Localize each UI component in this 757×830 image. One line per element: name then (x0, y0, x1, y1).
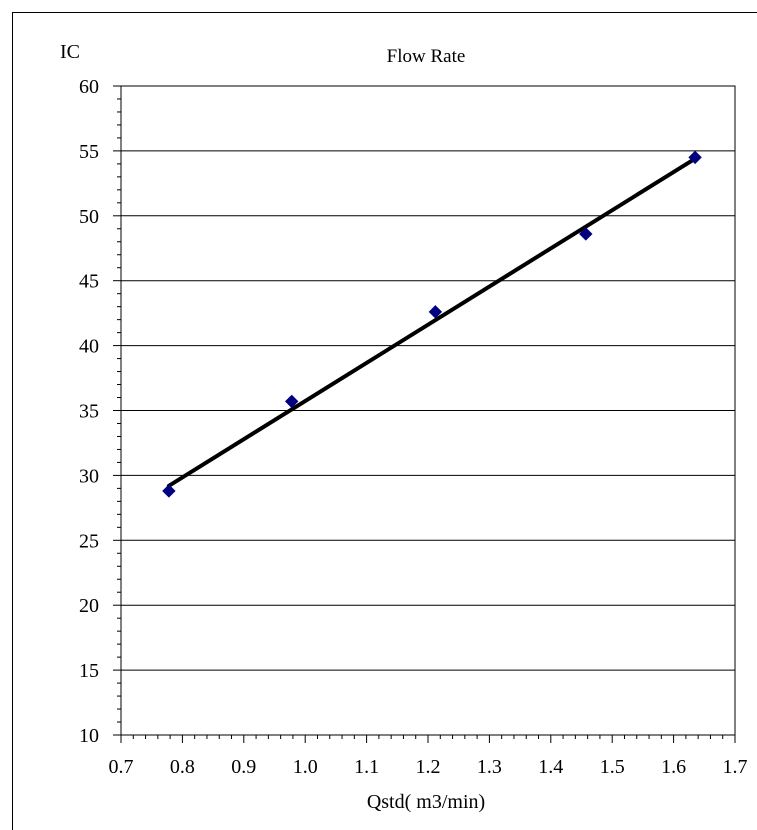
gridlines (121, 150, 735, 671)
y-axis-title: IC (60, 41, 80, 63)
x-axis: 0.7 0.8 0.9 1.0 1.1 1.2 1.3 1.4 1.5 1.6 1.7 (109, 735, 748, 778)
x-tick-label: 1.4 (538, 756, 563, 778)
x-tick-label: 1.5 (600, 756, 625, 778)
x-axis-title: Qstd( m3/min) (367, 791, 485, 813)
y-tick-label: 55 (79, 141, 99, 163)
x-tick-label: 1.1 (354, 756, 379, 778)
y-tick-label: 15 (79, 660, 99, 682)
data-point (688, 150, 702, 165)
x-tick-label: 0.8 (170, 756, 195, 778)
x-tick-label: 1.2 (416, 756, 441, 778)
y-tick-label: 50 (79, 206, 99, 228)
x-tick-label: 1.7 (723, 756, 748, 778)
y-tick-label: 10 (79, 725, 99, 747)
data-point (162, 484, 176, 498)
x-tick-label: 0.7 (109, 756, 134, 778)
y-tick-label: 40 (79, 336, 99, 358)
x-tick-label: 0.9 (231, 756, 256, 778)
y-tick-label: 35 (79, 401, 99, 423)
data-points (162, 150, 702, 498)
y-tick-label: 25 (79, 530, 99, 552)
y-axis: 10 15 20 25 30 35 40 45 50 55 60 (79, 76, 121, 747)
y-tick-label: 45 (79, 271, 99, 293)
side-label: ) (0, 414, 1, 436)
chart-title: Flow Rate (387, 46, 466, 67)
x-tick-label: 1.0 (293, 756, 318, 778)
x-tick-label: 1.6 (661, 756, 686, 778)
trendline-group (166, 156, 698, 488)
data-point (428, 305, 443, 319)
y-tick-label: 20 (79, 595, 99, 617)
y-tick-label: 60 (79, 76, 99, 98)
data-point (284, 394, 299, 409)
data-point (579, 227, 593, 241)
trendline (166, 156, 698, 488)
x-tick-label: 1.3 (477, 756, 502, 778)
y-tick-label: 30 (79, 465, 99, 487)
